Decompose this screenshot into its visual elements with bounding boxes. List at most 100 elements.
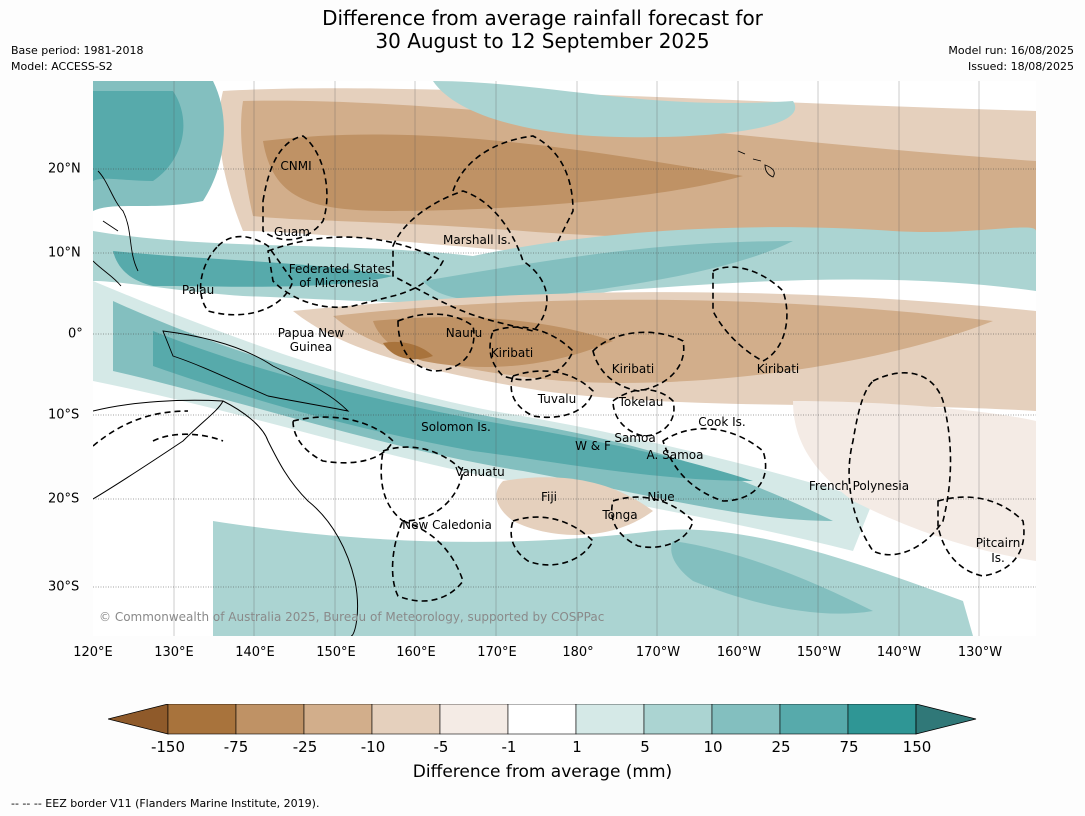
cb-label-2: -75 — [223, 738, 249, 756]
label-vanuatu: Vanuatu — [455, 465, 505, 479]
colorbar-title: Difference from average (mm) — [412, 762, 673, 782]
label-tokelau: Tokelau — [618, 395, 664, 409]
colorbar-cell — [507, 704, 577, 735]
label-tonga: Tonga — [602, 508, 638, 522]
cb-label-9: 10 — [703, 738, 723, 756]
colorbar-cell — [575, 704, 645, 735]
colorbar — [108, 704, 977, 735]
label-new-caledonia: New Caledonia — [402, 518, 492, 532]
x-tick-9: 160°W — [716, 645, 762, 660]
label-cook: Cook Is. — [698, 415, 746, 429]
meta-left: Base period: 1981-2018 Model: ACCESS-S2 — [11, 43, 143, 75]
rain-area-wet-south-core — [671, 541, 873, 614]
cb-label-1: -150 — [150, 738, 186, 756]
label-png-line1: Papua New — [277, 326, 345, 340]
eez-borders — [93, 135, 1025, 602]
label-nauru: Nauru — [445, 326, 483, 340]
x-tick-10: 150°W — [796, 645, 842, 660]
label-wallis: W & F — [575, 439, 611, 453]
eez-footnote: -- -- -- EEZ border V11 (Flanders Marine… — [11, 797, 320, 810]
cb-label-5: -5 — [433, 738, 449, 756]
label-tuvalu: Tuvalu — [537, 392, 577, 406]
hawaii-islands — [737, 150, 775, 178]
label-pitcairn-1: Pitcairn — [975, 536, 1021, 550]
y-tick-4: 10°S — [48, 407, 80, 423]
model-name: Model: ACCESS-S2 — [11, 60, 113, 73]
title-line-2: 30 August to 12 September 2025 — [375, 29, 710, 53]
chart-title: Difference from average rainfall forecas… — [0, 7, 1085, 53]
label-marshall: Marshall Is. — [443, 233, 511, 247]
parallels — [93, 168, 1036, 588]
label-guam: Guam — [274, 225, 310, 239]
cb-label-8: 5 — [640, 738, 650, 756]
label-fsm-line2: of Micronesia — [299, 276, 379, 290]
cb-label-10: 25 — [771, 738, 791, 756]
australia-coastline — [93, 399, 358, 636]
rain-area-dry-equator-deep — [383, 341, 433, 360]
new-guinea-coastline — [162, 330, 350, 412]
label-png-line2: Guinea — [289, 340, 333, 354]
x-tick-5: 160°E — [396, 645, 436, 660]
label-cnmi: CNMI — [280, 159, 312, 173]
label-niue: Niue — [647, 490, 675, 504]
colorbar-arrow-high — [915, 704, 977, 735]
x-tick-3: 140°E — [235, 645, 275, 660]
x-tick-8: 170°W — [635, 645, 681, 660]
cb-label-6: -1 — [501, 738, 517, 756]
model-run: Model run: 16/08/2025 — [948, 44, 1074, 57]
label-am-samoa: A. Samoa — [646, 448, 704, 462]
label-fsm-line1: Federated States — [288, 262, 392, 276]
x-tick-4: 150°E — [316, 645, 356, 660]
x-tick-7: 180° — [562, 645, 594, 660]
label-solomon: Solomon Is. — [421, 420, 491, 434]
cb-label-3: -25 — [292, 738, 318, 756]
rain-area-wet-spcz-core — [153, 331, 753, 481]
meridians — [173, 81, 980, 636]
cb-label-12: 150 — [902, 738, 932, 756]
x-tick-12: 130°W — [957, 645, 1003, 660]
issued-date: Issued: 18/08/2025 — [967, 60, 1074, 73]
rain-area-wet-west-core — [93, 91, 184, 181]
cb-label-7: 1 — [572, 738, 582, 756]
y-tick-5: 20°S — [48, 491, 80, 507]
colorbar-cell — [167, 704, 237, 735]
label-samoa: Samoa — [614, 431, 656, 445]
rain-area-dry-equator-core — [373, 317, 613, 367]
y-tick-1: 20°N — [48, 161, 81, 177]
colorbar-cell — [779, 704, 849, 735]
y-tick-3: 0° — [68, 326, 83, 342]
y-tick-2: 10°N — [48, 245, 81, 261]
cb-label-4: -10 — [360, 738, 386, 756]
y-tick-6: 30°S — [48, 579, 80, 595]
x-tick-11: 140°W — [876, 645, 922, 660]
colorbar-cell — [711, 704, 781, 735]
x-tick-6: 170°E — [477, 645, 517, 660]
title-line-1: Difference from average rainfall forecas… — [322, 6, 763, 30]
rain-area-wet-itcz-core — [113, 251, 393, 287]
colorbar-cell — [371, 704, 441, 735]
colorbar-arrow-low — [108, 704, 169, 735]
rain-area-wet-itcz-east — [423, 241, 793, 301]
x-tick-2: 130°E — [154, 645, 194, 660]
rain-area-wet-north-band — [433, 81, 796, 138]
rainfall-map — [93, 81, 1036, 636]
rain-area-dry-south-core — [496, 477, 653, 535]
label-palau: Palau — [181, 283, 215, 297]
colorbar-cell — [439, 704, 509, 735]
philippines-coastline — [93, 170, 139, 287]
label-pitcairn-2: Is. — [991, 551, 1005, 565]
base-period: Base period: 1981-2018 — [11, 44, 144, 57]
colorbar-cell — [643, 704, 713, 735]
rain-area-dry-north-core — [263, 134, 743, 211]
meta-right: Model run: 16/08/2025 Issued: 18/08/2025 — [948, 43, 1074, 75]
cb-label-11: 75 — [839, 738, 859, 756]
copyright-notice: © Commonwealth of Australia 2025, Bureau… — [99, 610, 605, 624]
label-kiribati-e: Kiribati — [756, 362, 800, 376]
colorbar-cell — [235, 704, 305, 735]
x-tick-1: 120°E — [73, 645, 113, 660]
label-kiribati-w: Kiribati — [490, 346, 534, 360]
colorbar-cell — [303, 704, 373, 735]
label-fiji: Fiji — [540, 490, 558, 504]
colorbar-cell — [847, 704, 917, 735]
label-french-poly: French Polynesia — [808, 479, 910, 493]
